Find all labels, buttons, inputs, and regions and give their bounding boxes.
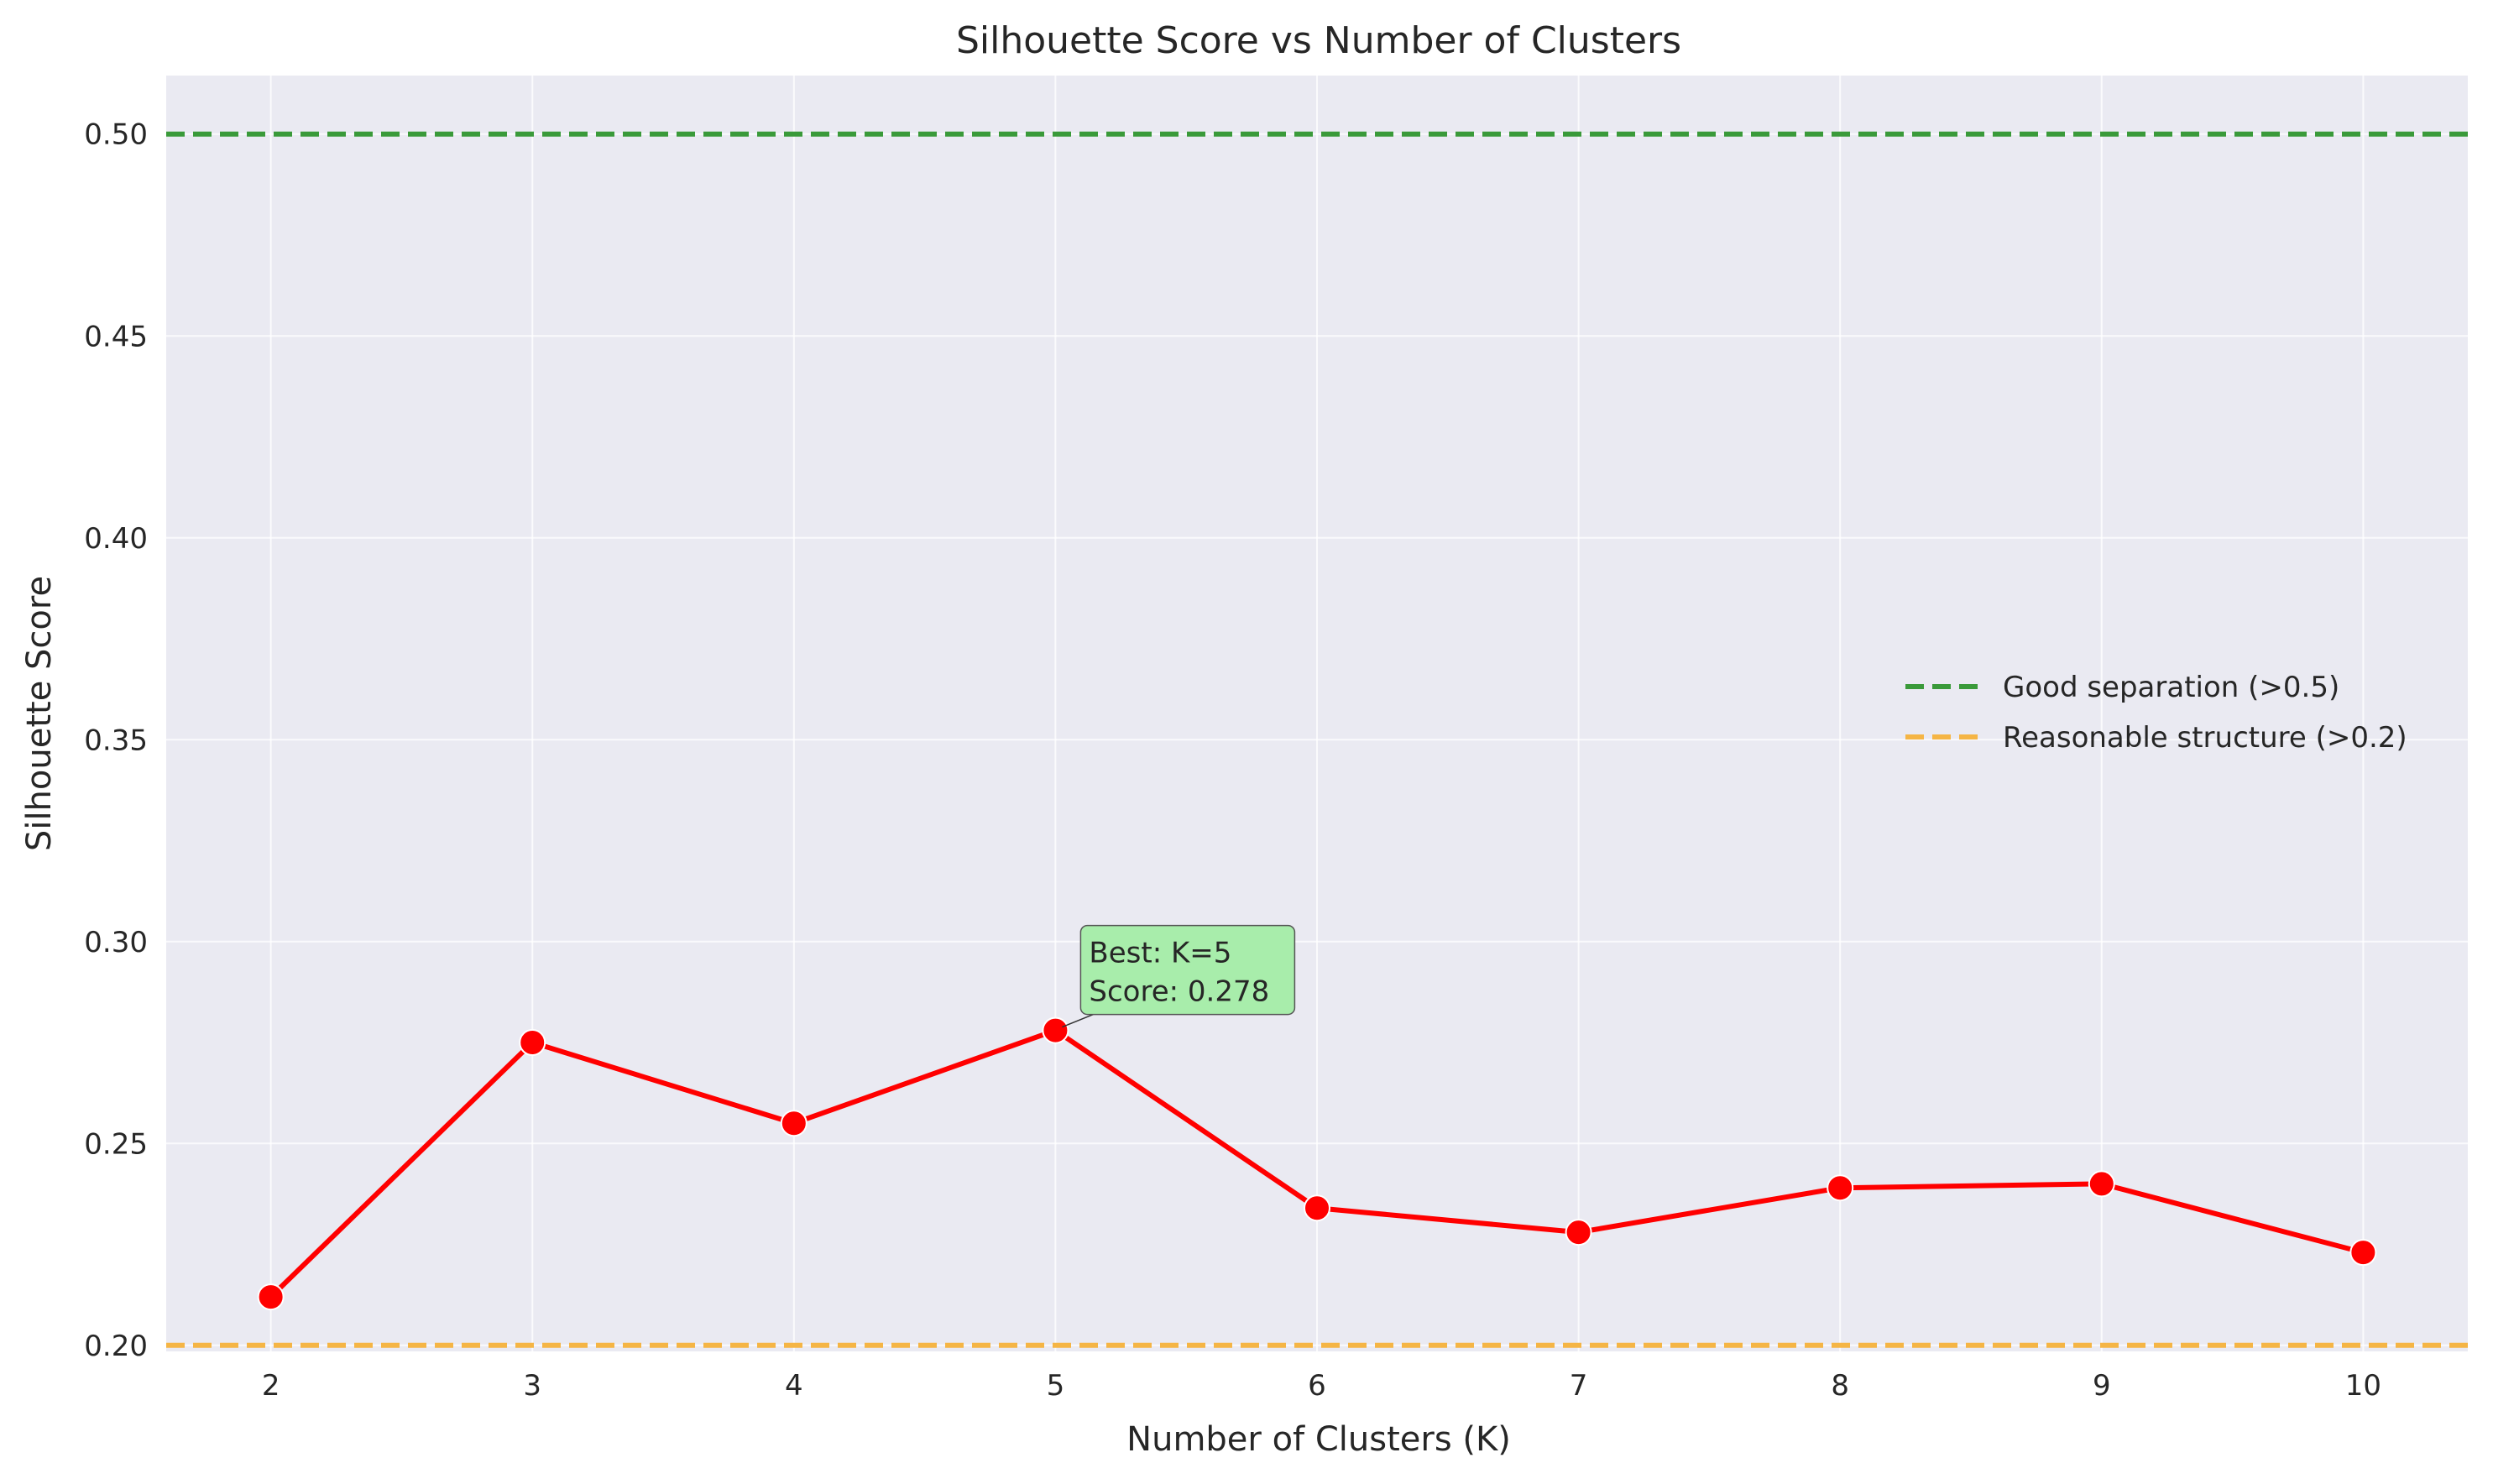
annotation-box <box>1079 924 1296 1016</box>
y-tick-label: 0.25 <box>84 1127 148 1161</box>
annotation-arrow <box>1062 1011 1098 1028</box>
reference-lines <box>166 131 2468 1348</box>
y-tick-label: 0.45 <box>84 320 148 353</box>
chart-title: Silhouette Score vs Number of Clusters <box>956 19 1681 62</box>
y-tick-label: 0.40 <box>84 522 148 556</box>
legend: Good separation (>0.5) Reasonable struct… <box>1905 671 2407 755</box>
x-axis-ticks: 2 3 4 5 6 7 8 9 10 <box>262 1369 2381 1403</box>
x-tick-label: 7 <box>1570 1369 1588 1403</box>
data-point <box>2088 1170 2115 1198</box>
data-point <box>1042 1016 1069 1044</box>
data-series <box>257 1016 2377 1311</box>
x-tick-label: 8 <box>1831 1369 1849 1403</box>
data-point <box>2349 1239 2377 1267</box>
legend-label-good-separation: Good separation (>0.5) <box>2003 671 2339 704</box>
x-tick-label: 6 <box>1308 1369 1326 1403</box>
data-point <box>1827 1174 1854 1202</box>
y-axis-label: Silhouette Score <box>20 576 59 851</box>
y-tick-label: 0.20 <box>84 1330 148 1363</box>
y-tick-label: 0.50 <box>84 118 148 152</box>
x-tick-label: 10 <box>2345 1369 2381 1403</box>
x-tick-label: 2 <box>262 1369 280 1403</box>
x-tick-label: 9 <box>2093 1369 2111 1403</box>
y-tick-label: 0.30 <box>84 926 148 959</box>
data-point <box>257 1283 285 1311</box>
x-axis-label: Number of Clusters (K) <box>1126 1420 1511 1459</box>
x-tick-label: 3 <box>523 1369 541 1403</box>
y-tick-label: 0.35 <box>84 724 148 757</box>
best-k-annotation: Best: K=5 Score: 0.278 <box>1062 924 1296 1028</box>
y-axis-ticks: 0.20 0.25 0.30 0.35 0.40 0.45 0.50 <box>84 118 148 1363</box>
data-point <box>1304 1194 1330 1222</box>
data-point <box>519 1029 546 1057</box>
annotation-line-2: Score: 0.278 <box>1089 975 1269 1009</box>
x-tick-label: 5 <box>1047 1369 1065 1403</box>
data-point <box>780 1110 807 1137</box>
annotation-line-1: Best: K=5 <box>1089 937 1231 970</box>
data-point <box>1565 1219 1592 1246</box>
x-tick-label: 4 <box>785 1369 803 1403</box>
legend-label-reasonable-structure: Reasonable structure (>0.2) <box>2003 721 2407 755</box>
